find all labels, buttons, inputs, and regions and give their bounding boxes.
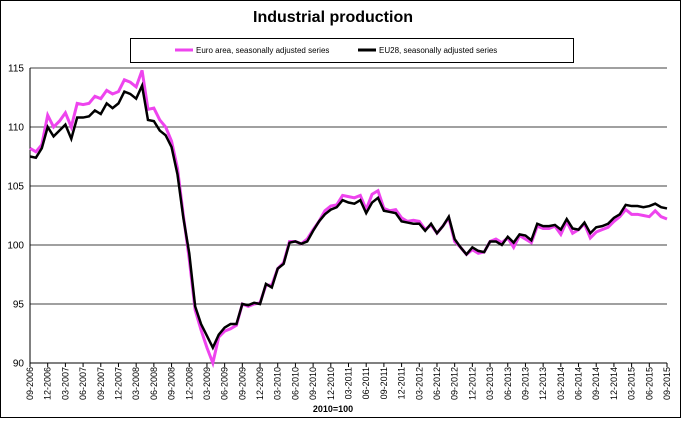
x-tick-label: 09-2013 bbox=[520, 367, 530, 400]
x-tick-label: 09-2011 bbox=[379, 367, 389, 399]
y-tick-label: 100 bbox=[7, 241, 24, 252]
x-tick-label: 12-2006 bbox=[43, 367, 53, 400]
legend-label: EU28, seasonally adjusted series bbox=[379, 46, 497, 55]
x-tick-label: 12-2014 bbox=[609, 367, 619, 400]
x-axis-label: 2010=100 bbox=[313, 404, 353, 414]
x-tick-label: 12-2007 bbox=[113, 367, 123, 400]
x-tick-label: 03-2007 bbox=[60, 367, 70, 400]
x-tick-label: 09-2008 bbox=[167, 367, 177, 400]
legend-label: Euro area, seasonally adjusted series bbox=[196, 46, 329, 55]
x-tick-label: 03-2011 bbox=[344, 367, 354, 399]
x-tick-label: 12-2008 bbox=[184, 367, 194, 400]
x-tick-label: 09-2010 bbox=[308, 367, 318, 400]
y-tick-label: 110 bbox=[8, 123, 24, 134]
x-tick-label: 03-2015 bbox=[627, 367, 637, 400]
x-tick-label: 06-2008 bbox=[149, 367, 159, 400]
x-tick-label: 09-2014 bbox=[591, 367, 601, 400]
y-tick-label: 95 bbox=[13, 300, 25, 311]
y-tick-label: 115 bbox=[8, 64, 24, 75]
legend: Euro area, seasonally adjusted series EU2… bbox=[175, 46, 497, 55]
x-tick-label: 09-2006 bbox=[25, 367, 35, 400]
x-tick-label: 06-2014 bbox=[574, 367, 584, 400]
x-tick-label: 06-2015 bbox=[644, 367, 654, 400]
x-tick-label: 03-2010 bbox=[273, 367, 283, 400]
x-tick-label: 03-2012 bbox=[414, 367, 424, 400]
legend-box bbox=[130, 38, 574, 63]
x-tick-label: 03-2008 bbox=[131, 367, 141, 400]
x-tick-label: 03-2013 bbox=[485, 367, 495, 400]
y-tick-label: 105 bbox=[7, 182, 24, 193]
x-tick-label: 09-2012 bbox=[450, 367, 460, 400]
x-tick-label: 06-2009 bbox=[220, 367, 230, 400]
x-tick-label: 06-2011 bbox=[361, 367, 371, 399]
x-tick-label: 12-2009 bbox=[255, 367, 265, 400]
series-line bbox=[29, 69, 668, 369]
series-line bbox=[29, 81, 668, 351]
x-tick-label: 03-2009 bbox=[202, 367, 212, 400]
chart-title: Industrial production bbox=[253, 9, 413, 26]
x-tick-label: 06-2012 bbox=[432, 367, 442, 400]
x-tick-label: 06-2013 bbox=[503, 367, 513, 400]
x-tick-label: 09-2015 bbox=[662, 367, 672, 400]
x-tick-label: 09-2007 bbox=[96, 367, 106, 400]
x-tick-label: 03-2014 bbox=[556, 367, 566, 400]
x-tick-label: 06-2010 bbox=[290, 367, 300, 400]
x-tick-label: 12-2011 bbox=[397, 367, 407, 399]
x-tick-label: 06-2007 bbox=[78, 367, 88, 400]
x-tick-label: 12-2013 bbox=[538, 367, 548, 400]
x-tick-label: 12-2012 bbox=[467, 367, 477, 400]
x-tick-label: 12-2010 bbox=[326, 367, 336, 400]
y-tick-label: 90 bbox=[13, 359, 25, 370]
x-tick-label: 09-2009 bbox=[237, 367, 247, 400]
